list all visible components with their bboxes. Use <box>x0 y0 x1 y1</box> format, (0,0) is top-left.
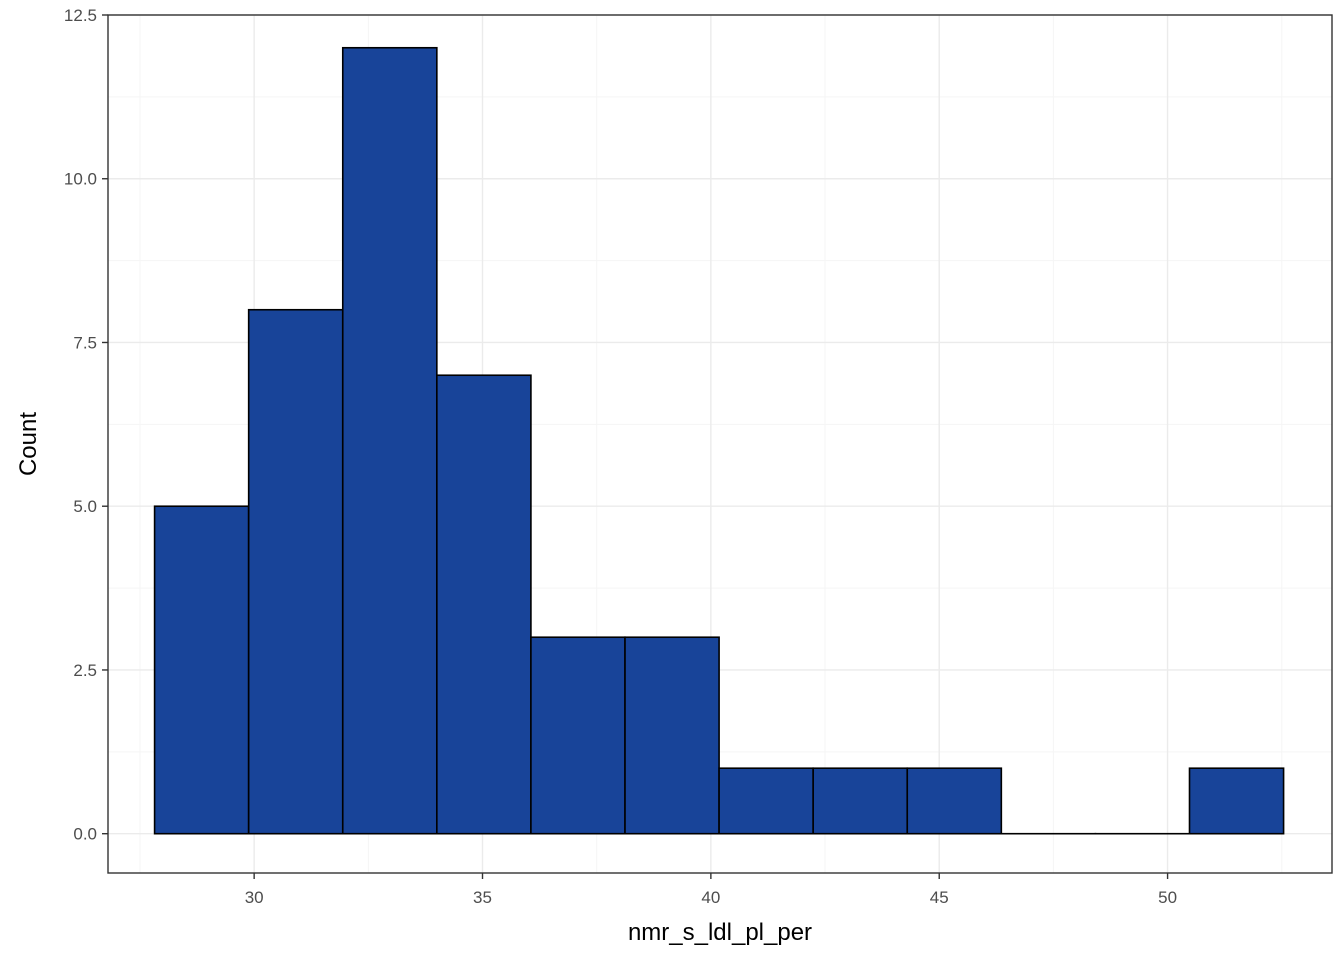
y-tick-label: 0.0 <box>73 825 97 844</box>
histogram-bar <box>153 505 250 835</box>
x-tick-label: 35 <box>473 888 492 907</box>
histogram-bar <box>718 767 814 835</box>
y-tick-label: 10.0 <box>64 170 97 189</box>
panel-border <box>107 14 1333 874</box>
y-axis-ticks: 0.0 2.5 5.0 7.5 10.0 12.5 <box>64 6 108 844</box>
y-tick-label: 7.5 <box>73 333 97 352</box>
x-tick-label: 50 <box>1158 888 1177 907</box>
histogram-bar <box>1188 767 1285 835</box>
x-axis-title: nmr_s_ldl_pl_per <box>628 919 812 946</box>
histogram-bar <box>906 767 1003 835</box>
histogram-bar <box>436 374 532 835</box>
x-tick-label: 30 <box>245 888 264 907</box>
x-axis-ticks: 30 35 40 45 50 <box>245 873 1177 907</box>
y-tick-label: 12.5 <box>64 6 97 25</box>
x-tick-label: 40 <box>701 888 720 907</box>
y-axis-title: Count <box>15 412 42 476</box>
histogram-bar <box>341 46 438 835</box>
y-tick-label: 2.5 <box>73 661 97 680</box>
histogram-bar <box>812 767 909 835</box>
x-tick-label: 45 <box>930 888 949 907</box>
histogram-bar <box>530 636 626 835</box>
y-tick-label: 5.0 <box>73 497 97 516</box>
histogram-bars <box>153 46 1285 835</box>
histogram-bar <box>247 308 344 835</box>
histogram-bar <box>624 636 720 835</box>
